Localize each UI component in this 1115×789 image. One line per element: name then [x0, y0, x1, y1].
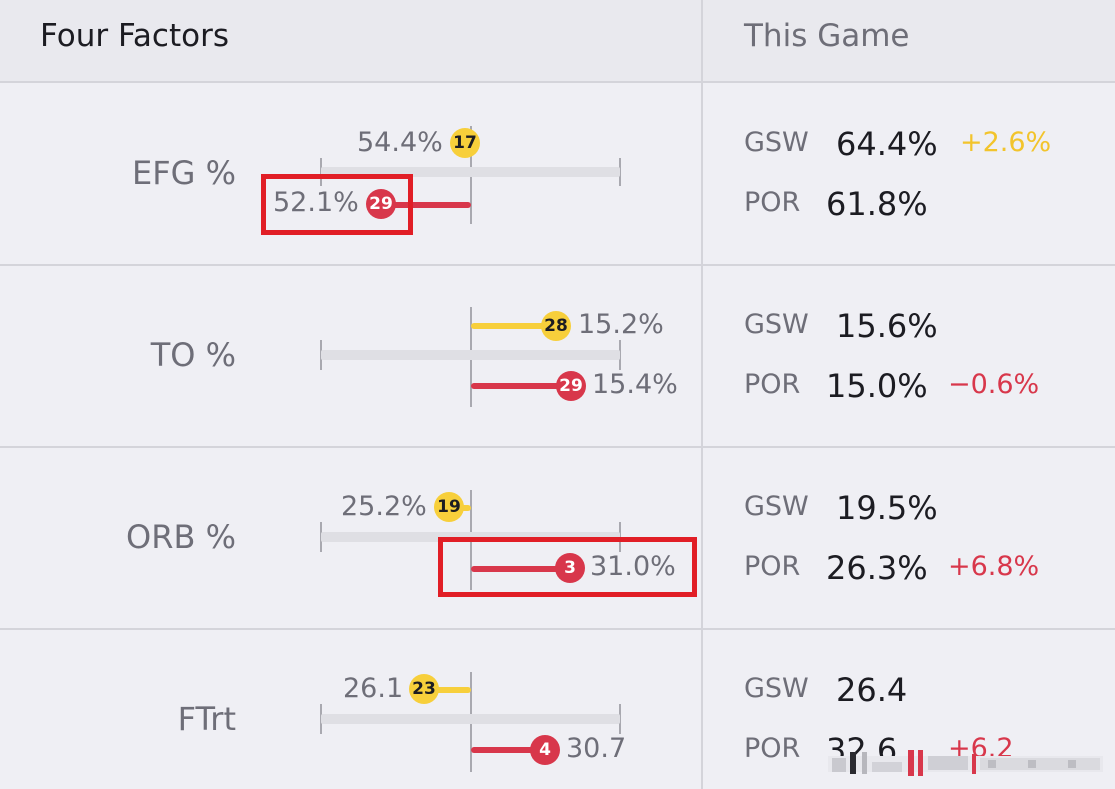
team-por: POR	[744, 551, 801, 582]
redaction-overlay	[828, 750, 1103, 776]
league-range-track	[321, 350, 620, 360]
highlight-box	[438, 537, 697, 597]
por-bar	[380, 202, 471, 208]
track-max-tick	[619, 158, 621, 186]
team-por: POR	[744, 187, 801, 218]
team-por: POR	[744, 369, 801, 400]
gsw-bar-value: 26.1	[343, 673, 404, 704]
table-header	[0, 0, 1115, 83]
por-game-value: 61.8%	[826, 185, 928, 223]
four-factors-heading: Four Factors	[40, 18, 229, 54]
track-max-tick	[619, 704, 621, 734]
gsw-game-value: 15.6%	[836, 307, 938, 345]
row-divider	[0, 628, 1115, 630]
gsw-game-value: 64.4%	[836, 125, 938, 163]
team-gsw: GSW	[744, 673, 809, 704]
factor-label-orb: ORB %	[126, 518, 236, 556]
gsw-rank-badge: 19	[434, 492, 464, 522]
gsw-bar	[471, 323, 557, 329]
this-game-heading: This Game	[744, 18, 910, 54]
por-bar	[471, 747, 545, 753]
gsw-rank-badge: 23	[409, 674, 439, 704]
gsw-bar-value: 54.4%	[357, 127, 443, 158]
team-gsw: GSW	[744, 309, 809, 340]
por-rank-badge: 4	[530, 735, 560, 765]
por-bar	[471, 566, 571, 572]
team-por: POR	[744, 733, 801, 764]
por-game-value: 26.3%	[826, 549, 928, 587]
gsw-rank-badge: 28	[541, 311, 571, 341]
team-gsw: GSW	[744, 491, 809, 522]
gsw-rank-badge: 17	[450, 128, 480, 158]
league-range-track	[321, 714, 620, 724]
gsw-diff: +2.6%	[960, 127, 1052, 158]
por-diff: −0.6%	[948, 369, 1040, 400]
por-bar-value: 31.0%	[590, 551, 676, 582]
por-bar-value: 30.7	[566, 733, 627, 764]
gsw-bar-value: 25.2%	[341, 491, 427, 522]
por-bar	[471, 383, 571, 389]
factor-label-efg: EFG %	[132, 154, 236, 192]
por-diff: +6.8%	[948, 551, 1040, 582]
por-game-value: 15.0%	[826, 367, 928, 405]
row-divider	[0, 264, 1115, 266]
gsw-game-value: 26.4	[836, 671, 908, 709]
gsw-game-value: 19.5%	[836, 489, 938, 527]
column-divider	[701, 0, 703, 789]
gsw-bar-value: 15.2%	[578, 309, 664, 340]
por-rank-badge: 29	[556, 371, 586, 401]
por-rank-badge: 29	[366, 189, 396, 219]
highlight-box	[261, 174, 413, 235]
factor-label-ftrt: FTrt	[177, 700, 236, 738]
team-gsw: GSW	[744, 127, 809, 158]
track-max-tick	[619, 340, 621, 370]
por-bar-value: 52.1%	[273, 187, 359, 218]
row-divider	[0, 446, 1115, 448]
factor-label-to: TO %	[150, 336, 236, 374]
por-rank-badge: 3	[555, 553, 585, 583]
por-bar-value: 15.4%	[592, 369, 678, 400]
gsw-bar	[424, 687, 471, 693]
league-range-track	[321, 167, 620, 177]
